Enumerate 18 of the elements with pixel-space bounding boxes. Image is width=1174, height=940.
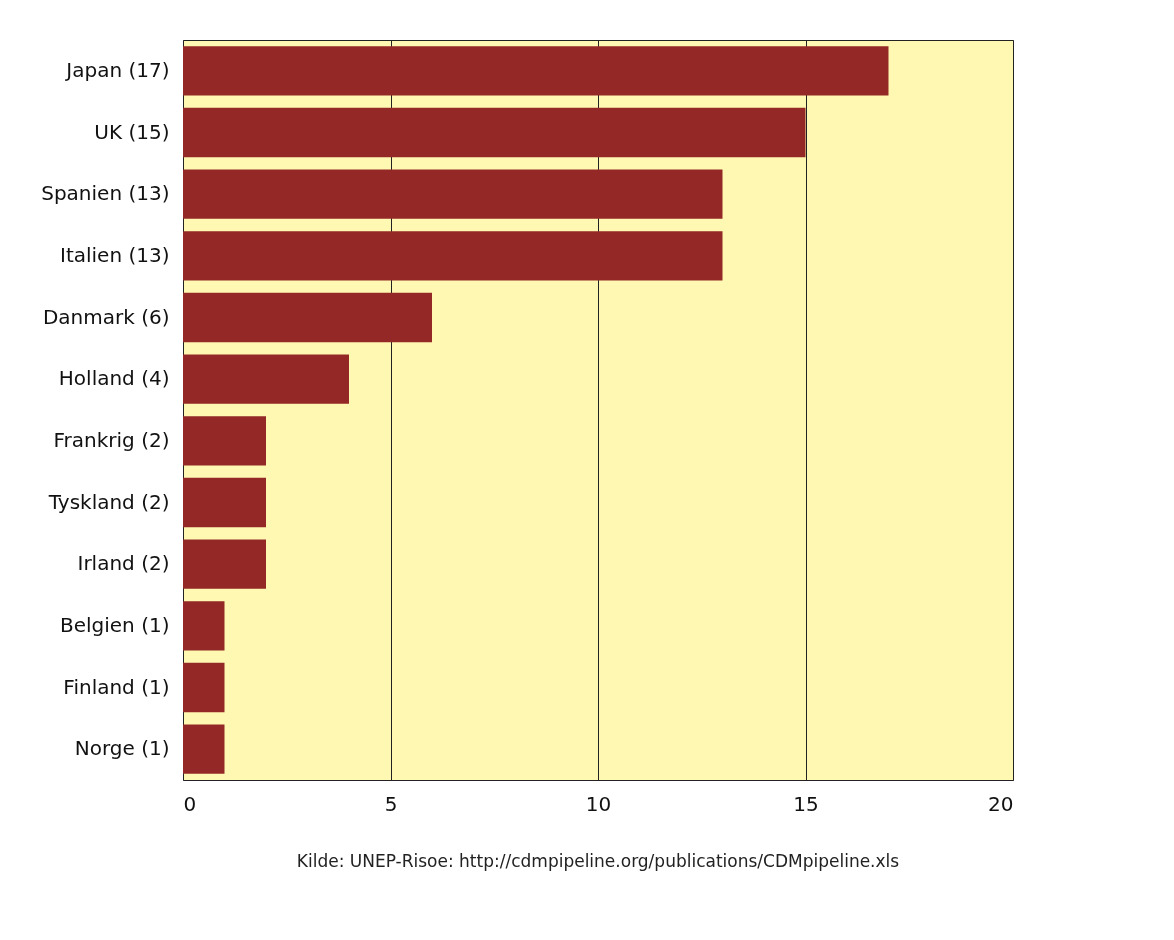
x-tick-label: 5 (384, 791, 398, 816)
y-tick-label: Irland (2) (77, 551, 170, 576)
y-tick-label: Finland (1) (63, 674, 170, 699)
y-tick-label: Belgien (1) (59, 612, 170, 637)
text: Kilde: UNEP-Risoe: http://cdmpipeline.org/publications/CDMpipeline.xls (296, 851, 900, 871)
y-tick-label: Holland (4) (58, 366, 170, 391)
y-tick-label: Danmark (6) (42, 304, 170, 329)
y-tick-label: Tyskland (2) (47, 489, 170, 514)
x-tick-label: 0 (183, 791, 197, 816)
x-tick-label: 10 (585, 791, 612, 816)
y-tick-label: Spanien (13) (41, 181, 170, 206)
y-tick-label: Frankrig (2) (53, 427, 170, 452)
x-tick-label: 20 (988, 791, 1014, 816)
y-tick-label: Italien (13) (59, 242, 170, 267)
y-tick-label: Japan (17) (64, 57, 170, 82)
y-tick-label: UK (15) (94, 119, 170, 144)
y-tick-label: Norge (1) (74, 736, 170, 761)
x-tick-label: 15 (793, 791, 819, 816)
